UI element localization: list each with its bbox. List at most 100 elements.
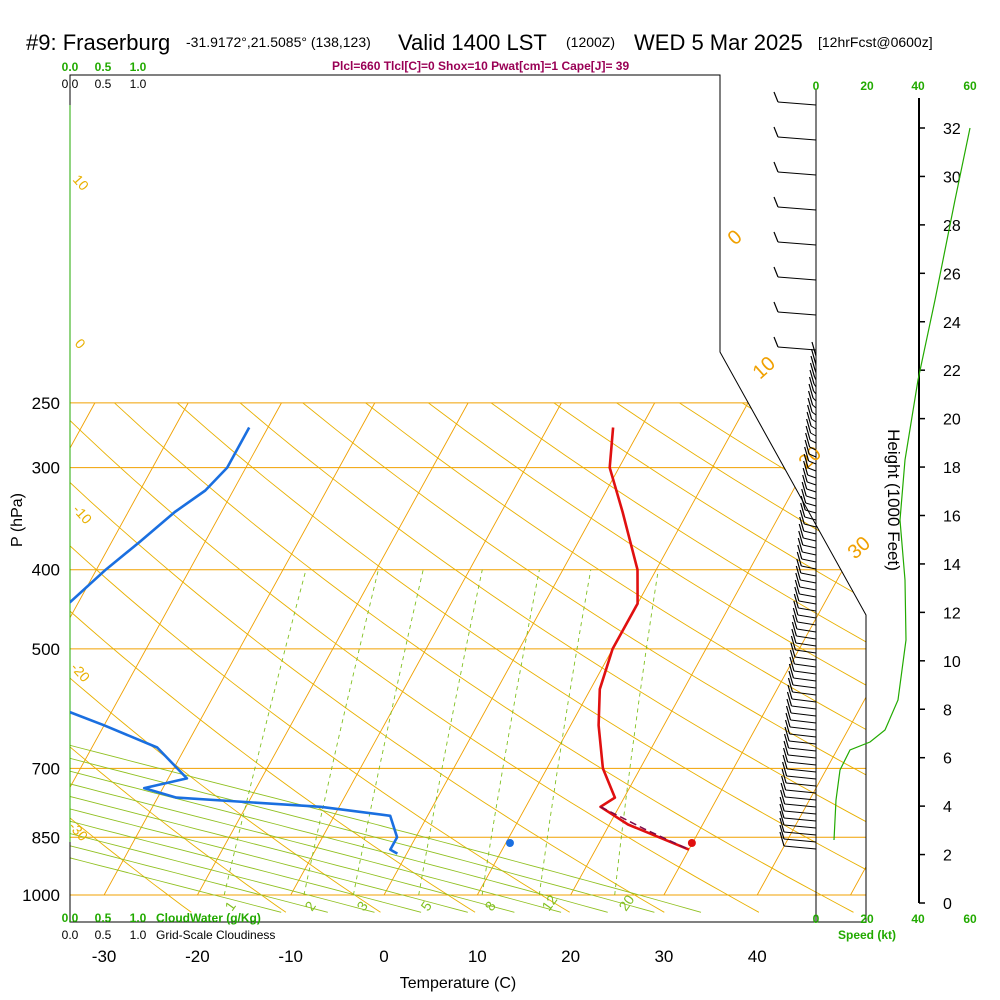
- wind-barb-flag: [779, 831, 785, 847]
- valid-date: WED 5 Mar 2025: [634, 30, 803, 55]
- wind-barb-staff: [777, 171, 817, 176]
- wind-barb-staff: [805, 509, 817, 514]
- wind-barb-staff: [807, 467, 817, 472]
- wind-barb-flag: [799, 509, 805, 525]
- wind-barb-staff: [783, 824, 817, 829]
- wind-barb-flag: [801, 488, 807, 504]
- cloudiness-tick-bottom: 0.5: [95, 928, 112, 942]
- wind-barb-staff: [811, 411, 817, 416]
- wind-barb-flag: [792, 607, 798, 623]
- dry-adiabat-line: [490, 402, 866, 913]
- wind-barb-staff: [787, 761, 817, 766]
- isotherm-line: [70, 402, 189, 896]
- wind-barb-staff: [777, 276, 817, 281]
- wind-barb-staff: [802, 544, 817, 549]
- wind-barb-flag: [788, 670, 794, 686]
- height-tick-label: 22: [943, 363, 961, 380]
- cloudiness-tick-top: 0.0: [62, 77, 79, 91]
- moist-adiabat-line: [70, 388, 328, 913]
- wind-barb-flag: [797, 544, 803, 560]
- x-axis-label: Temperature (C): [400, 975, 516, 992]
- wind-barb-flag: [789, 649, 796, 665]
- dry-adiabat-line: [70, 402, 476, 913]
- wind-barb-flag: [773, 126, 779, 138]
- wind-barb-flag: [805, 425, 811, 441]
- wind-barb-flag: [801, 481, 807, 497]
- height-tick-label: 30: [943, 169, 961, 186]
- wind-barb-staff: [786, 782, 817, 787]
- moist-adiabat-line: [70, 388, 562, 913]
- height-axis-label: Height (1000 Feet): [884, 429, 903, 571]
- wind-barb-staff: [805, 502, 817, 507]
- wind-barb-staff: [788, 747, 817, 752]
- height-tick-label: 18: [943, 460, 961, 477]
- wind-barb-staff: [810, 425, 817, 430]
- height-tick-label: 10: [943, 654, 961, 671]
- wind-barb-flag: [779, 803, 785, 819]
- wind-barb-flag: [791, 628, 797, 644]
- wind-barb-staff: [800, 579, 817, 584]
- dry-adiabat-line: [177, 402, 866, 913]
- x-tick-label: 40: [748, 947, 767, 966]
- wind-barb-flag: [806, 411, 812, 427]
- cloudwater-title: CloudWater (g/Kg): [156, 911, 261, 925]
- mixing-ratio-line: [481, 569, 540, 896]
- cloudwater-tick-top: 0.5: [95, 60, 112, 74]
- wind-barb-staff: [786, 775, 817, 780]
- wind-barb-staff: [793, 670, 817, 675]
- wind-barb-flag: [803, 453, 809, 469]
- wind-barb-staff: [793, 677, 817, 682]
- wind-barb-staff: [791, 705, 817, 710]
- height-tick-label: 24: [943, 315, 961, 332]
- wind-barb-staff: [783, 831, 817, 836]
- dry-adiabat-line: [365, 402, 866, 913]
- wind-barb-staff: [796, 635, 817, 640]
- wind-barb-flag: [807, 404, 813, 420]
- wind-barb-staff: [797, 621, 817, 626]
- wind-barb-flag: [810, 348, 817, 364]
- speed-tick-bottom: 60: [963, 912, 977, 926]
- wind-barb-flag: [773, 91, 779, 103]
- cloudwater-tick-top: 1.0: [130, 60, 147, 74]
- station-title: #9: Fraserburg: [26, 30, 171, 55]
- wind-barb-flag: [779, 817, 785, 833]
- mixing-ratio-label: 5: [417, 898, 435, 914]
- dry-adiabat-line: [70, 402, 192, 913]
- wind-barb-staff: [789, 733, 817, 738]
- speed-axis-title: Speed (kt): [838, 928, 896, 942]
- cloudwater-tick-bottom: 0.0: [62, 911, 79, 925]
- isotherm-line: [850, 402, 866, 896]
- isotherm-line: [197, 402, 469, 896]
- isotherm-line: [0, 403, 2, 895]
- mixing-ratio-line: [352, 569, 424, 896]
- wind-barb-staff: [804, 523, 817, 528]
- wind-barb-flag: [806, 418, 812, 434]
- moist-adiabat-line: [70, 388, 468, 913]
- parcel-profile: [600, 806, 690, 851]
- isotherm-line: [70, 402, 282, 896]
- wind-barb-flag: [773, 161, 779, 173]
- wind-barb-staff: [777, 101, 817, 106]
- wind-barb-staff: [792, 684, 817, 689]
- x-tick-label: -30: [92, 947, 117, 966]
- wind-barb-flag: [787, 677, 794, 693]
- wind-barb-staff: [806, 488, 817, 493]
- wind-barb-staff: [785, 789, 817, 794]
- height-tick-label: 28: [943, 218, 961, 235]
- wind-barb-staff: [800, 572, 817, 577]
- wind-barb-flag: [786, 698, 792, 714]
- height-tick-label: 14: [943, 557, 961, 574]
- wind-barb-staff: [797, 614, 817, 619]
- wind-speed-profile: [833, 127, 971, 841]
- wind-barb-flag: [802, 467, 808, 483]
- cloudwater-tick-bottom: 1.0: [130, 911, 147, 925]
- y-tick-label: 850: [32, 828, 60, 847]
- dry-adiabat-line: [70, 402, 665, 913]
- wind-barb-flag: [779, 810, 785, 826]
- wind-barb-staff: [803, 530, 817, 535]
- wind-barb-flag: [790, 642, 796, 658]
- moist-adiabat-line: [70, 388, 702, 913]
- mixing-ratio-label: 8: [481, 898, 499, 914]
- speed-tick-top: 60: [963, 79, 977, 93]
